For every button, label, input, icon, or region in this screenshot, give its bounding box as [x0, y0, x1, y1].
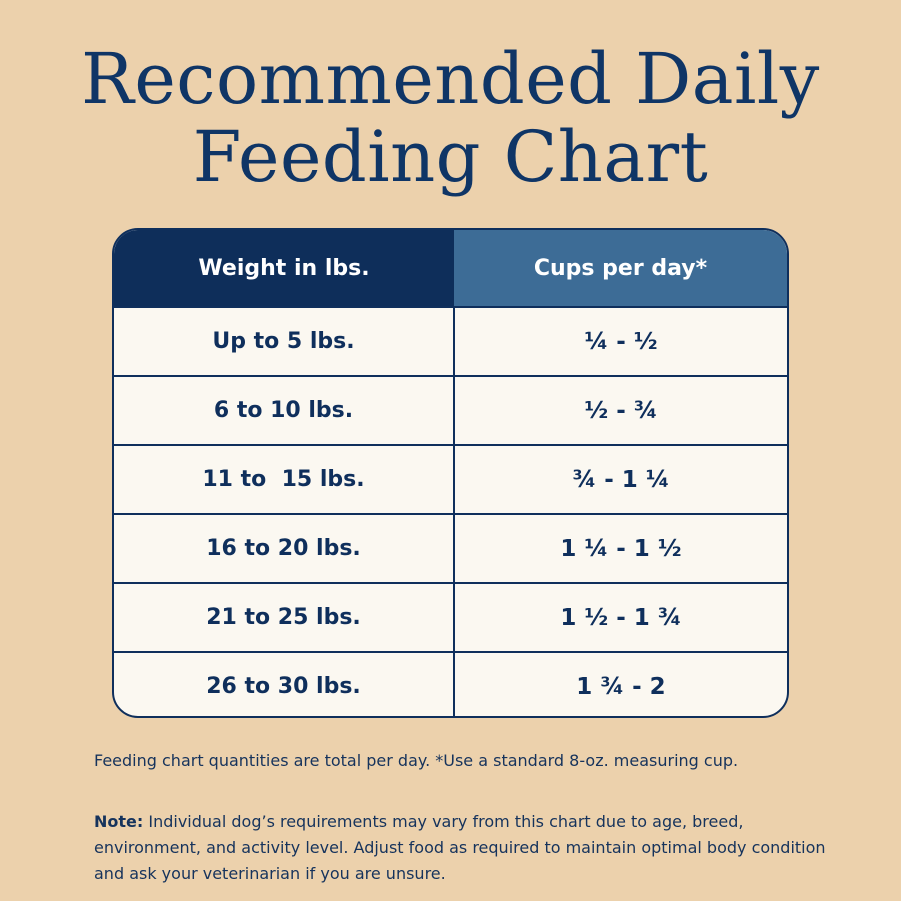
- cups-cell: ¼ - ½: [584, 328, 658, 355]
- weight-cell: Up to 5 lbs.: [114, 308, 455, 375]
- weight-cell: 11 to 15 lbs.: [114, 446, 455, 513]
- weight-cell: 6 to 10 lbs.: [114, 377, 455, 444]
- note-paragraph: Note: Individual dog’s requirements may …: [94, 809, 834, 887]
- feeding-table: Weight in lbs. Cups per day* Up to 5 lbs…: [112, 228, 789, 718]
- table-row: 11 to 15 lbs. ¾ - 1 ¼: [114, 444, 787, 513]
- cups-cell: 1 ½ - 1 ¾: [560, 604, 682, 631]
- cups-cell: ½ - ¾: [584, 397, 658, 424]
- header-weight: Weight in lbs.: [114, 230, 454, 306]
- table-header-row: Weight in lbs. Cups per day*: [114, 230, 787, 306]
- weight-cell: 16 to 20 lbs.: [114, 515, 455, 582]
- table-row: 21 to 25 lbs. 1 ½ - 1 ¾: [114, 582, 787, 651]
- title-line-2: Feeding Chart: [192, 116, 709, 198]
- cups-cell: 1 ¾ - 2: [576, 673, 666, 700]
- cups-cell: ¾ - 1 ¼: [572, 466, 670, 493]
- note-label: Note:: [94, 812, 144, 831]
- weight-cell: 26 to 30 lbs.: [114, 653, 455, 716]
- page-title: Recommended Daily Feeding Chart: [0, 40, 901, 196]
- cups-cell: 1 ¼ - 1 ½: [560, 535, 682, 562]
- table-row: 26 to 30 lbs. 1 ¾ - 2: [114, 651, 787, 716]
- table-row: Up to 5 lbs. ¼ - ½: [114, 306, 787, 375]
- header-cups: Cups per day*: [454, 230, 787, 306]
- note-text: Individual dog’s requirements may vary f…: [94, 812, 826, 883]
- weight-cell: 21 to 25 lbs.: [114, 584, 455, 651]
- table-row: 16 to 20 lbs. 1 ¼ - 1 ½: [114, 513, 787, 582]
- table-row: 6 to 10 lbs. ½ - ¾: [114, 375, 787, 444]
- title-line-1: Recommended Daily: [81, 38, 820, 120]
- footnote-text: Feeding chart quantities are total per d…: [94, 751, 739, 770]
